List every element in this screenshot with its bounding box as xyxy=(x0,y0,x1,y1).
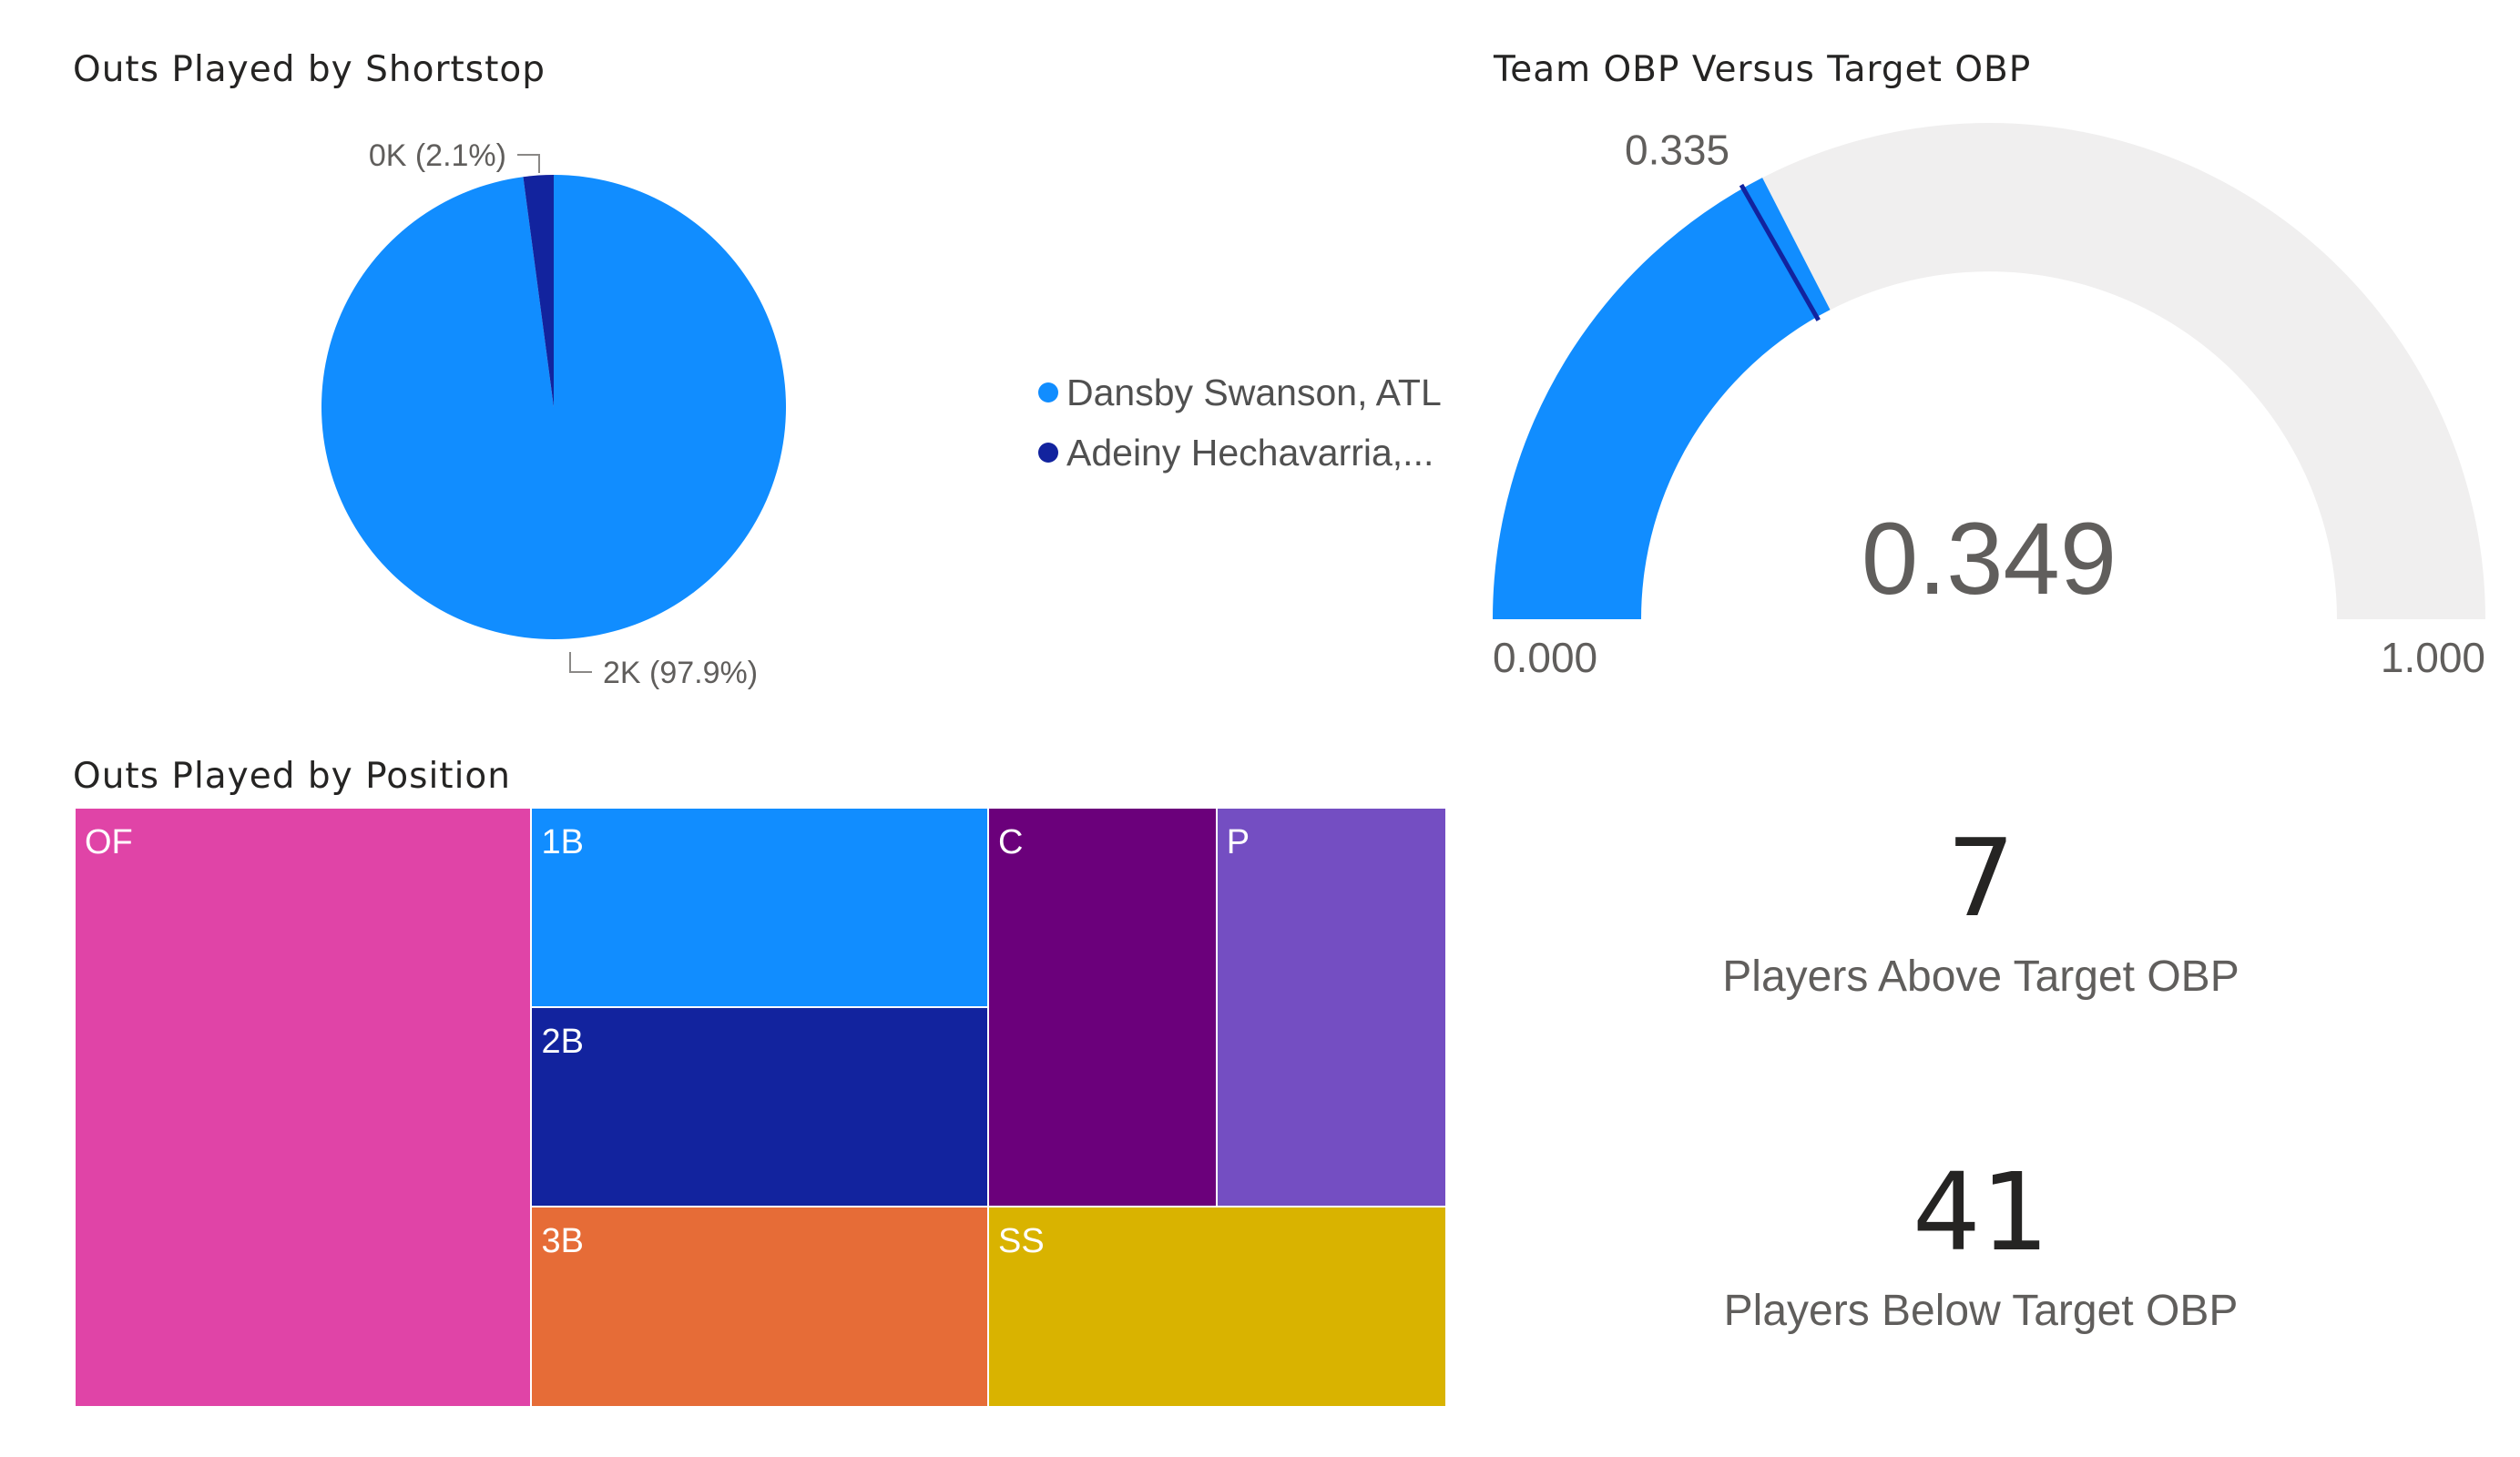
card-label: Players Below Target OBP xyxy=(1723,1287,2239,1335)
treemap-tile-label: 3B xyxy=(541,1222,584,1261)
leader-line xyxy=(517,154,540,173)
gauge-target-line[interactable] xyxy=(1739,183,1821,321)
legend-item-adeiny-hechavarria[interactable]: Adeiny Hechavarria,... xyxy=(1038,423,1442,483)
pie-data-label: 2K (97.9%) xyxy=(603,656,758,690)
treemap-tile-label: C xyxy=(997,823,1024,861)
card-players-below-target[interactable]: 41 Players Below Target OBP xyxy=(1635,1158,2327,1336)
treemap-tile-p[interactable]: P xyxy=(1216,808,1446,1207)
treemap-tile-label: P xyxy=(1226,823,1250,861)
treemap-tile-label: SS xyxy=(997,1222,1045,1261)
pie-legend[interactable]: Dansby Swanson, ATL Adeiny Hechavarria,.… xyxy=(1038,362,1442,483)
treemap-tile-of[interactable]: OF xyxy=(75,808,532,1407)
leader-line xyxy=(569,652,592,673)
legend-dot-icon xyxy=(1038,443,1058,463)
pie-chart[interactable]: 0K (2.1%) 2K (97.9%) xyxy=(0,0,1002,728)
legend-label: Dansby Swanson, ATL xyxy=(1066,371,1442,413)
pie-slice[interactable] xyxy=(321,175,786,640)
treemap-tile-ss[interactable]: SS xyxy=(987,1207,1446,1407)
card-value: 41 xyxy=(1912,1149,2050,1275)
card-value: 7 xyxy=(1946,815,2015,941)
legend-item-dansby-swanson[interactable]: Dansby Swanson, ATL xyxy=(1038,362,1442,423)
gauge-chart[interactable]: 0.335 0.349 0.000 1.000 xyxy=(1457,91,2520,710)
pie-data-label: 0K (2.1%) xyxy=(369,138,506,173)
treemap-tile-3b[interactable]: 3B xyxy=(531,1207,988,1407)
gauge-value-label: 0.349 xyxy=(1862,502,2117,616)
legend-dot-icon xyxy=(1038,382,1058,402)
treemap-chart[interactable]: OF 1B 2B 3B C P SS xyxy=(75,808,1446,1407)
treemap-title: Outs Played by Position xyxy=(73,756,511,797)
treemap-tile-1b[interactable]: 1B xyxy=(531,808,988,1008)
pie-slice[interactable] xyxy=(523,175,554,407)
treemap-tile-2b[interactable]: 2B xyxy=(531,1007,988,1207)
gauge-min-label: 0.000 xyxy=(1493,634,1597,681)
pie-chart-title: Outs Played by Shortstop xyxy=(73,49,546,90)
treemap-tile-label: 1B xyxy=(541,823,584,861)
treemap-tile-label: 2B xyxy=(541,1023,584,1062)
treemap-tile-c[interactable]: C xyxy=(987,808,1217,1207)
legend-label: Adeiny Hechavarria,... xyxy=(1066,431,1434,474)
gauge-chart-title: Team OBP Versus Target OBP xyxy=(1494,49,2032,90)
gauge-max-label: 1.000 xyxy=(2381,634,2485,681)
card-label: Players Above Target OBP xyxy=(1722,953,2239,1001)
card-players-above-target[interactable]: 7 Players Above Target OBP xyxy=(1635,824,2327,1002)
treemap-tile-label: OF xyxy=(85,823,133,861)
gauge-value-arc[interactable] xyxy=(1493,178,1831,619)
gauge-target-label: 0.335 xyxy=(1625,127,1729,174)
